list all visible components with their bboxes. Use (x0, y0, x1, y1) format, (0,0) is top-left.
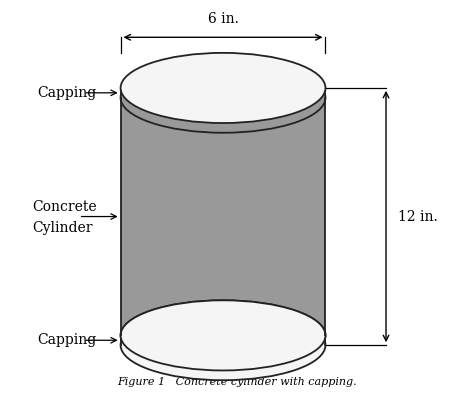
Ellipse shape (120, 62, 326, 133)
Text: Capping: Capping (37, 333, 96, 347)
Text: 6 in.: 6 in. (208, 12, 238, 25)
Text: Concrete: Concrete (32, 200, 97, 214)
Ellipse shape (120, 310, 326, 380)
Ellipse shape (120, 300, 326, 371)
Text: Figure 1   Concrete cylinder with capping.: Figure 1 Concrete cylinder with capping. (117, 377, 357, 387)
Polygon shape (120, 88, 326, 98)
Text: Cylinder: Cylinder (32, 221, 92, 235)
Text: 12 in.: 12 in. (398, 209, 438, 224)
Polygon shape (120, 98, 326, 336)
Ellipse shape (120, 53, 326, 123)
Polygon shape (120, 336, 326, 345)
Text: Capping: Capping (37, 86, 96, 100)
Ellipse shape (120, 300, 326, 371)
